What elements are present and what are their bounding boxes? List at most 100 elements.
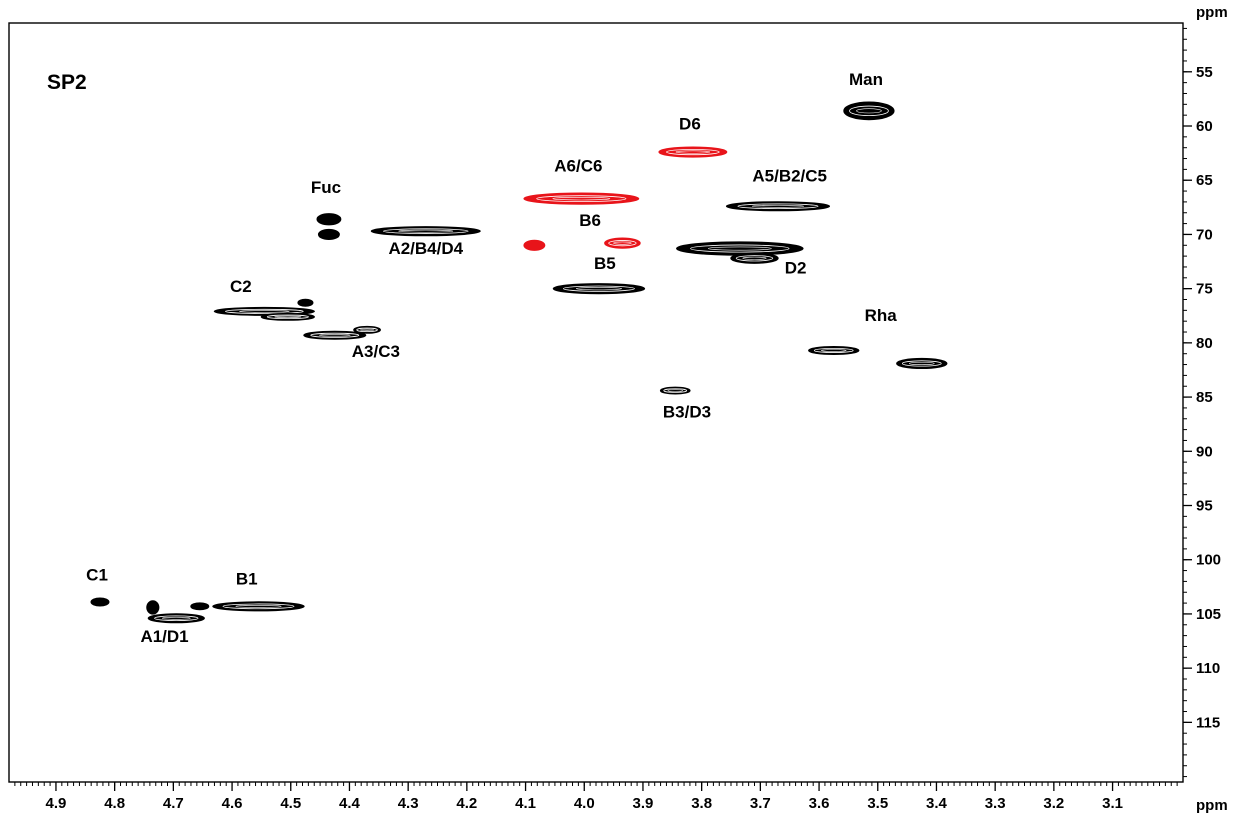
peak-contour-core [162, 616, 191, 620]
x-tick-label: 4.1 [515, 795, 536, 812]
peak-label: D6 [679, 114, 701, 133]
cross-peak [808, 345, 860, 355]
cross-peak [552, 283, 646, 295]
x-tick-label: 3.7 [750, 795, 771, 812]
x-tick-label: 4.7 [163, 795, 184, 812]
peak-contour-inner [666, 148, 720, 156]
cross-peak [316, 213, 342, 226]
y-tick-label: 115 [1196, 714, 1220, 731]
x-tick-label: 4.5 [280, 795, 301, 812]
cross-peak [725, 201, 831, 212]
peak-contour-core [707, 246, 772, 251]
cross-peak [190, 602, 210, 611]
peak-contour-core [239, 310, 290, 313]
peak-label: B3/D3 [663, 403, 711, 422]
peak-contour-core [820, 349, 847, 352]
peak-contour-outer [725, 201, 831, 212]
peak-contour-core [235, 604, 282, 608]
cross-peak [658, 146, 728, 158]
peak-contour-outer [90, 597, 110, 607]
peak-contour-core [613, 241, 632, 245]
x-tick-label: 3.1 [1102, 795, 1123, 812]
x-axis-minor-ticks [14, 782, 1178, 786]
peak-contour-core [667, 389, 683, 392]
cross-peaks [90, 101, 948, 624]
peak-contour-core [360, 328, 374, 331]
cross-peak [303, 330, 367, 340]
peak-contour-outer [147, 613, 205, 624]
cross-peak [370, 226, 481, 237]
x-tick-label: 3.9 [633, 795, 654, 812]
y-axis-label: ppm [1196, 4, 1228, 21]
y-tick-label: 75 [1196, 281, 1213, 298]
cross-peak [843, 101, 895, 121]
cross-peak [353, 325, 381, 334]
cross-peak [317, 228, 340, 241]
peak-contour-outer [808, 345, 860, 355]
peak-contour-core [675, 150, 711, 154]
peak-contour-inner [154, 615, 199, 622]
peak-contour-core [751, 204, 804, 208]
peak-contour-outer [676, 241, 804, 256]
peak-contour-core [856, 108, 882, 114]
peak-label: A2/B4/D4 [388, 239, 463, 258]
peak-contour-inner [310, 332, 360, 338]
peak-contour-inner [663, 388, 688, 393]
peak-contour-outer [658, 146, 728, 158]
x-tick-label: 4.3 [398, 795, 419, 812]
y-tick-label: 105 [1196, 606, 1221, 623]
peak-label: A3/C3 [352, 342, 400, 361]
x-tick-label: 3.6 [809, 795, 830, 812]
peak-contour-outer [552, 283, 646, 295]
peak-contour-outer [316, 213, 342, 226]
x-tick-label: 4.8 [104, 795, 125, 812]
y-tick-label: 70 [1196, 226, 1213, 243]
peak-contour-outer [212, 601, 305, 612]
peak-contour-outer [353, 325, 381, 334]
peak-contour-inner [690, 244, 790, 253]
peak-contour-core [909, 361, 935, 365]
y-tick-label: 80 [1196, 335, 1213, 352]
peak-label: B5 [594, 254, 616, 273]
x-axis-major-ticks [55, 782, 1114, 791]
peak-contour-outer [659, 386, 691, 395]
x-tick-label: 4.0 [574, 795, 595, 812]
peak-contour-outer [317, 228, 340, 241]
peak-contour-inner [849, 105, 889, 117]
peak-contour-core [552, 196, 611, 201]
peak-contour-core [319, 334, 351, 337]
cross-peak [523, 239, 546, 251]
peak-contour-inner [813, 347, 854, 353]
cross-peak [297, 298, 314, 307]
panel-label: SP2 [47, 71, 87, 94]
peak-contour-inner [356, 327, 378, 333]
peak-label: Fuc [311, 178, 341, 197]
peak-contour-core [575, 287, 622, 291]
peak-label: D2 [785, 258, 807, 277]
cross-peak [147, 613, 205, 624]
peak-contour-outer [260, 312, 315, 321]
peak-contour-outer [843, 101, 895, 121]
peak-label: Man [849, 70, 883, 89]
x-axis-label: ppm [1196, 797, 1228, 814]
y-tick-label: 110 [1196, 660, 1220, 677]
peak-label: A5/B2/C5 [752, 166, 827, 185]
peak-contour-outer [896, 357, 948, 370]
x-tick-label: 4.6 [222, 795, 243, 812]
y-tick-label: 95 [1196, 498, 1213, 515]
peak-contour-inner [737, 203, 819, 210]
plot-frame [8, 22, 1184, 783]
cross-peak [90, 597, 110, 607]
peak-contour-core [742, 256, 767, 260]
x-tick-label: 3.4 [926, 795, 948, 812]
cross-peak [260, 312, 315, 321]
peak-label: C1 [86, 565, 108, 584]
y-axis-major-ticks [1183, 71, 1192, 724]
peak-labels: Man D6 A6/C6 A5/B2/C5 Fuc B6 A2/B4/D4 B5 D2 C2 Rha… [86, 70, 897, 646]
peak-contour-inner [383, 228, 469, 234]
peak-contour-inner [901, 360, 942, 367]
peak-label: C2 [230, 277, 252, 296]
x-tick-label: 4.2 [456, 795, 477, 812]
peak-contour-outer [523, 192, 640, 205]
